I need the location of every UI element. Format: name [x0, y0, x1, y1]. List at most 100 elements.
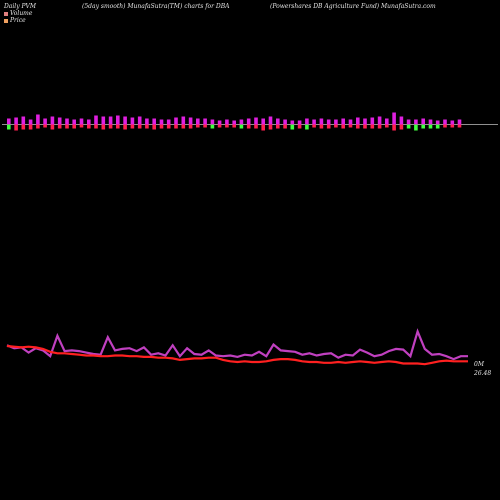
- volume-bar-down: [72, 124, 76, 129]
- volume-bar-up: [261, 118, 265, 125]
- volume-bar-up: [450, 120, 455, 125]
- volume-bar-down: [334, 124, 338, 128]
- volume-bar-down: [137, 124, 142, 129]
- volume-bar-up: [166, 119, 171, 125]
- volume-bar-down: [392, 124, 396, 131]
- volume-bar-up: [326, 119, 331, 125]
- volume-bar-up: [94, 115, 98, 125]
- volume-bar-down: [166, 124, 171, 129]
- volume-bar-down: [246, 124, 251, 129]
- volume-bar-down: [385, 124, 389, 128]
- volume-bar-up: [334, 119, 338, 125]
- volume-bar-up: [28, 119, 33, 125]
- volume-bar-up: [130, 117, 135, 125]
- volume-bar-down: [36, 124, 40, 129]
- volume-bar-down: [225, 124, 229, 128]
- volume-bar-down: [50, 124, 55, 130]
- chart-header-left: Daily PVM: [4, 3, 37, 10]
- volume-bar-down: [181, 124, 186, 129]
- volume-bar-down: [108, 124, 113, 129]
- volume-bar-down: [356, 124, 360, 129]
- volume-bar-up: [341, 118, 345, 125]
- volume-bar-up: [443, 119, 447, 125]
- volume-bar-down: [290, 124, 295, 130]
- volume-bar-up: [246, 118, 251, 125]
- volume-bar-down: [428, 124, 433, 129]
- legend-item-price: Price: [4, 17, 26, 24]
- volume-bar-down: [188, 124, 193, 129]
- volume-bar-up: [21, 116, 26, 125]
- volume-bars: [7, 112, 462, 131]
- legend-label-price: Price: [10, 17, 26, 24]
- volume-bar-up: [79, 118, 84, 125]
- volume-bar-up: [385, 118, 389, 125]
- volume-bar-down: [276, 124, 280, 129]
- volume-bar-up: [152, 118, 156, 125]
- volume-bar-down: [363, 124, 367, 129]
- volume-bar-down: [7, 124, 11, 130]
- volume-bar-up: [217, 120, 222, 125]
- volume-bar-down: [65, 124, 69, 129]
- volume-bar-up: [406, 119, 411, 125]
- volume-bar-down: [79, 124, 84, 128]
- volume-bar-up: [239, 119, 244, 125]
- volume-bar-down: [217, 124, 222, 128]
- volume-bar-down: [123, 124, 127, 130]
- volume-line: [6, 328, 468, 361]
- volume-bar-up: [43, 118, 47, 125]
- volume-bar-up: [123, 116, 127, 125]
- volume-bar-up: [188, 117, 193, 125]
- volume-bar-up: [399, 116, 404, 125]
- volume-bar-up: [290, 120, 295, 125]
- chart-header-right: (Powershares DB Agriculture Fund) Munafa…: [270, 3, 436, 10]
- volume-bar-down: [341, 124, 345, 129]
- volume-bar-down: [414, 124, 418, 131]
- volume-bar-up: [428, 119, 433, 125]
- volume-bar-up: [377, 116, 382, 125]
- volume-bar-down: [254, 124, 258, 129]
- volume-bar-up: [283, 119, 287, 125]
- volume-bar-up: [370, 117, 375, 125]
- volume-bar-up: [392, 112, 396, 125]
- volume-bar-down: [297, 124, 302, 129]
- volume-bar-down: [399, 124, 404, 130]
- volume-bar-down: [319, 124, 324, 129]
- volume-bar-up: [232, 120, 236, 125]
- volume-end-label: 0M: [474, 361, 485, 368]
- volume-bar-down: [283, 124, 287, 129]
- volume-bar-down: [435, 124, 440, 129]
- price-line: [6, 344, 468, 366]
- volume-bar-up: [356, 117, 360, 125]
- legend-label-volume: Volume: [10, 10, 33, 17]
- volume-bar-up: [348, 119, 353, 125]
- volume-bar-down: [203, 124, 207, 128]
- volume-bar-down: [370, 124, 375, 129]
- volume-bar-down: [406, 124, 411, 129]
- volume-bar-up: [297, 120, 302, 125]
- volume-bar-up: [72, 119, 76, 125]
- volume-bar-up: [181, 116, 186, 125]
- volume-bar-down: [232, 124, 236, 128]
- volume-bar-up: [363, 118, 367, 125]
- volume-bar-up: [145, 118, 149, 125]
- volume-bar-up: [414, 119, 418, 125]
- volume-bar-down: [21, 124, 26, 130]
- volume-bar-down: [130, 124, 135, 129]
- volume-bar-down: [152, 124, 156, 130]
- volume-bar-up: [276, 118, 280, 125]
- volume-bar-up: [421, 118, 425, 125]
- volume-bar-up: [57, 117, 62, 125]
- volume-bar-down: [443, 124, 447, 128]
- volume-bar-up: [50, 116, 55, 125]
- volume-bar-down: [421, 124, 425, 129]
- volume-bar-down: [94, 124, 98, 129]
- volume-bar-up: [65, 118, 69, 125]
- volume-bar-down: [57, 124, 62, 129]
- volume-bar-down: [87, 124, 91, 129]
- volume-bar-up: [159, 119, 164, 125]
- volume-bar-down: [14, 124, 18, 131]
- volume-bar-down: [268, 124, 273, 130]
- volume-bar-up: [203, 118, 207, 125]
